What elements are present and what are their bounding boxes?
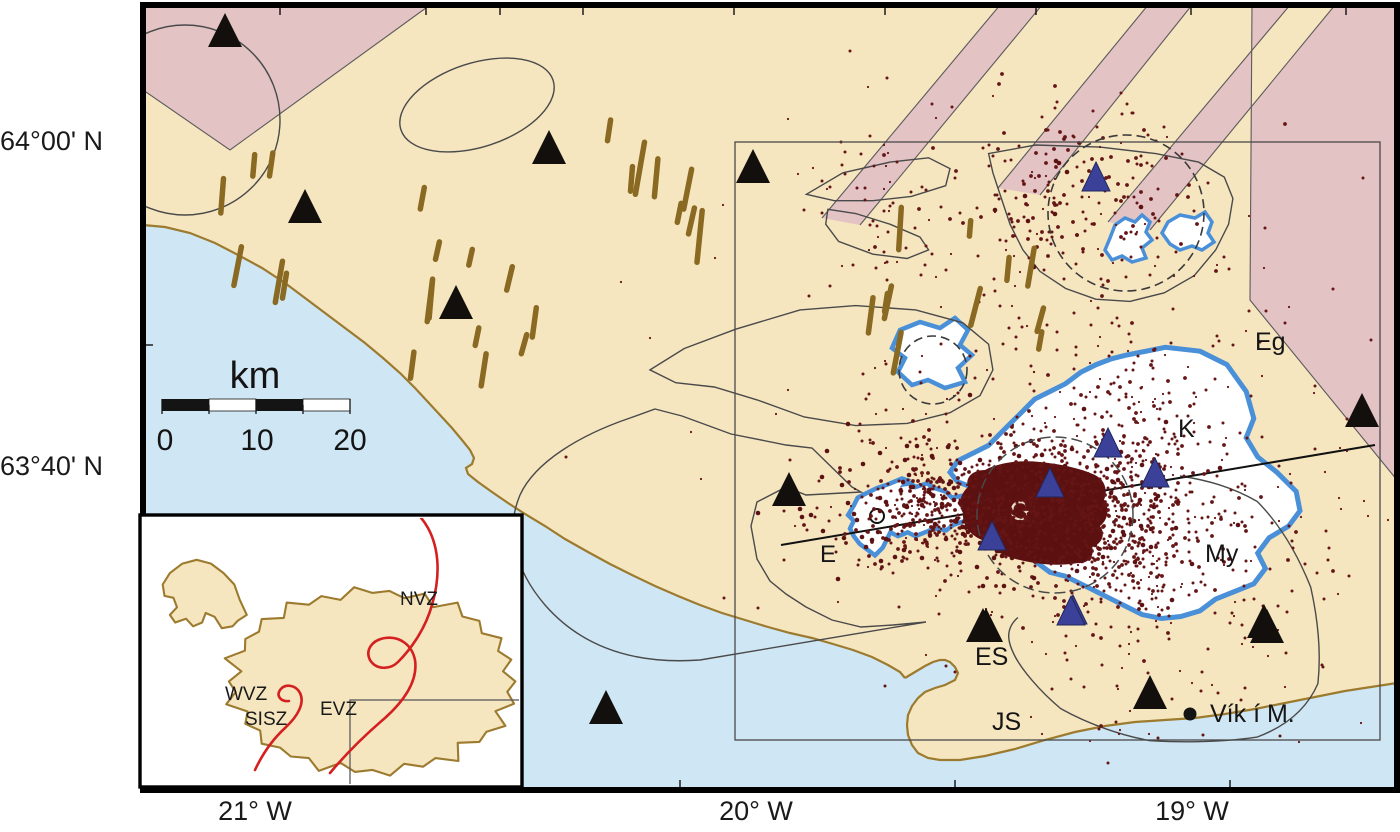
svg-text:10: 10	[240, 424, 273, 457]
svg-text:JS: JS	[992, 708, 1021, 736]
svg-text:km: km	[230, 355, 281, 397]
svg-text:My: My	[1205, 540, 1239, 568]
svg-text:Eg: Eg	[1255, 328, 1286, 356]
svg-text:21° W: 21° W	[218, 796, 292, 826]
svg-text:64°00' N: 64°00' N	[0, 126, 103, 156]
svg-text:NVZ: NVZ	[400, 589, 438, 610]
svg-text:20° W: 20° W	[719, 796, 793, 826]
svg-text:20: 20	[333, 424, 366, 457]
svg-text:Vík í M.: Vík í M.	[1210, 700, 1295, 728]
svg-text:SISZ: SISZ	[245, 709, 288, 730]
svg-text:WVZ: WVZ	[225, 684, 268, 705]
svg-text:0: 0	[157, 424, 174, 457]
svg-text:19° W: 19° W	[1155, 796, 1229, 826]
svg-text:EVZ: EVZ	[320, 699, 357, 720]
svg-text:K: K	[1178, 415, 1195, 443]
svg-text:ES: ES	[975, 643, 1008, 671]
svg-text:E: E	[820, 541, 836, 568]
svg-text:63°40' N: 63°40' N	[0, 451, 103, 481]
